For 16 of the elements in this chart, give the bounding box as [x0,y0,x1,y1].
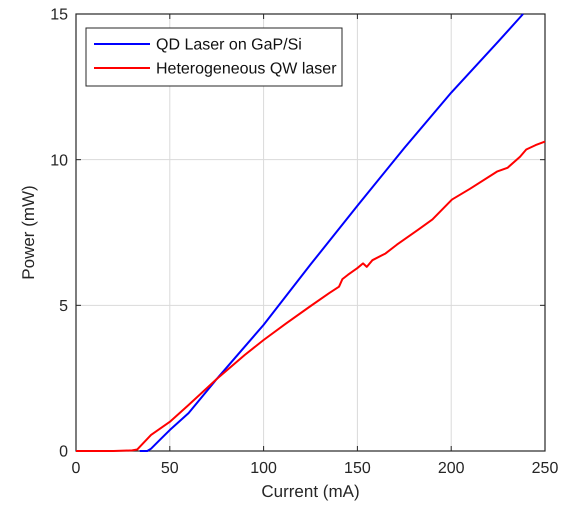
legend-label: Heterogeneous QW laser [156,60,338,78]
y-tick-label: 10 [50,152,68,170]
y-tick-label: 15 [50,6,68,24]
x-tick-label: 100 [250,460,278,477]
x-tick-label: 50 [160,460,179,477]
x-tick-label: 200 [438,460,465,477]
x-axis-title: Current (mA) [261,482,360,501]
legend-label: QD Laser on GaP/Si [156,36,302,54]
y-axis-title: Power (mW) [19,185,38,280]
y-tick-label: 5 [59,298,68,315]
x-tick-label: 250 [532,460,558,477]
x-tick-label: 0 [72,460,81,477]
x-tick-label: 150 [344,460,371,477]
line-series [138,13,524,452]
line-series [75,140,546,452]
y-tick-label: 0 [59,444,68,461]
